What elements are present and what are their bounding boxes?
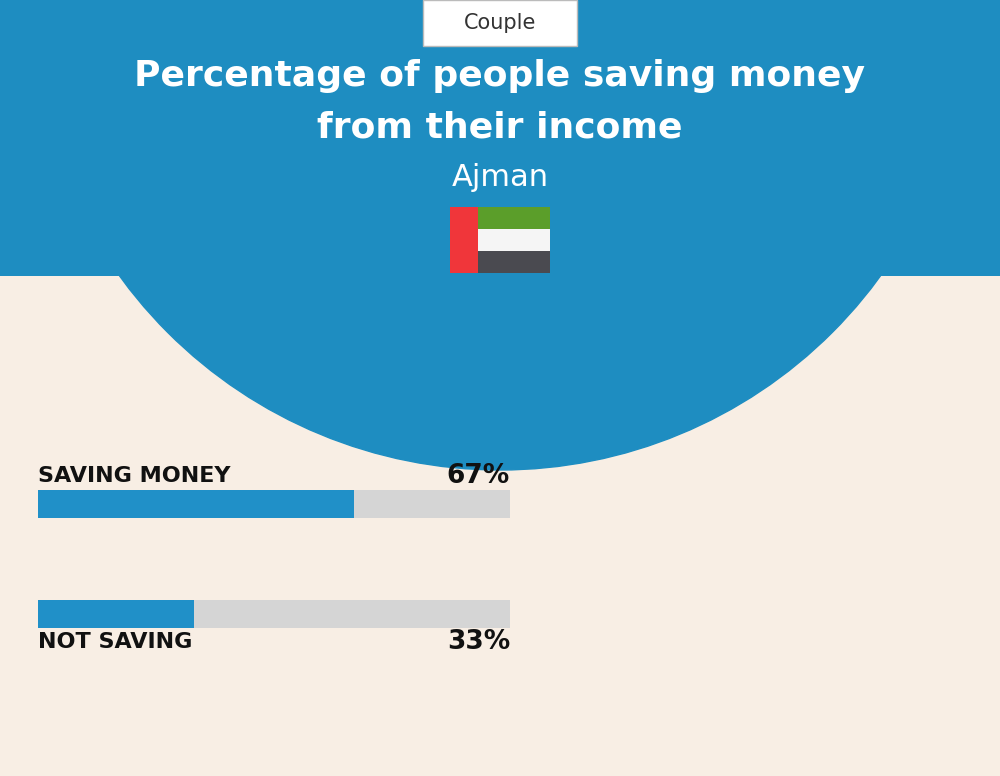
Bar bbox=[478, 251, 550, 273]
Text: 33%: 33% bbox=[447, 629, 510, 655]
Bar bbox=[478, 207, 550, 229]
FancyBboxPatch shape bbox=[423, 0, 577, 46]
Bar bbox=[478, 229, 550, 251]
Bar bbox=[38, 600, 510, 628]
Circle shape bbox=[30, 0, 970, 470]
Text: NOT SAVING: NOT SAVING bbox=[38, 632, 192, 652]
Text: from their income: from their income bbox=[317, 111, 683, 145]
Text: 67%: 67% bbox=[447, 463, 510, 489]
Text: Couple: Couple bbox=[464, 13, 536, 33]
Bar bbox=[38, 490, 354, 518]
Bar bbox=[0, 0, 1000, 276]
Bar bbox=[38, 490, 510, 518]
Bar bbox=[450, 207, 478, 273]
Text: Percentage of people saving money: Percentage of people saving money bbox=[134, 59, 866, 93]
Bar bbox=[38, 600, 194, 628]
Text: Ajman: Ajman bbox=[451, 164, 549, 192]
Text: SAVING MONEY: SAVING MONEY bbox=[38, 466, 230, 486]
